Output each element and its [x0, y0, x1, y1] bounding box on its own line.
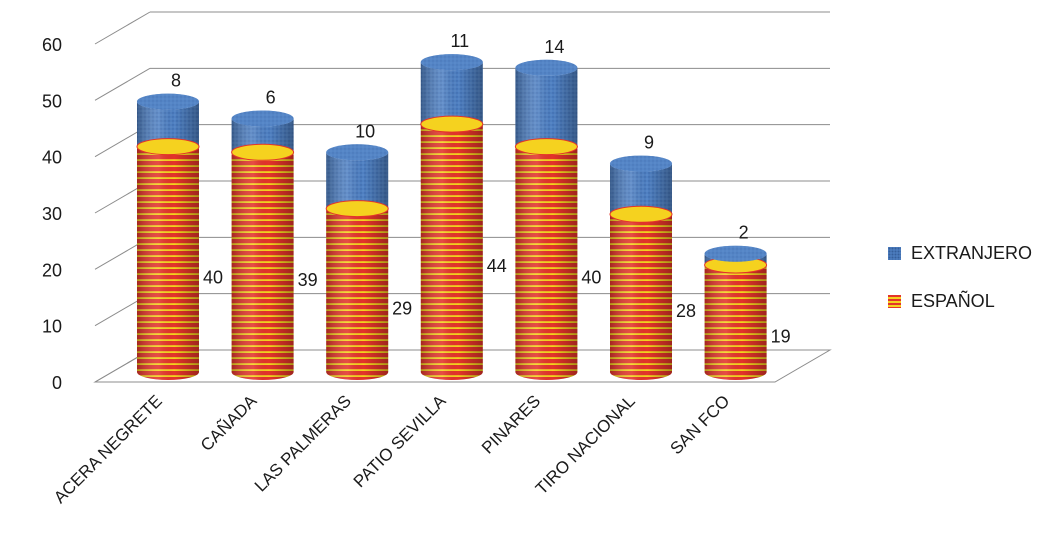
- value-label-extranjero-las-palmeras: 10: [355, 121, 375, 141]
- y-tick-label-60: 60: [42, 35, 62, 55]
- y-tick-label-10: 10: [42, 317, 62, 337]
- legend-item-extranjero: EXTRANJERO: [888, 240, 1032, 266]
- value-label-espanol-patio-sevilla: 44: [487, 256, 507, 276]
- gridline-side-60: [94, 11, 151, 45]
- bar-joint-las-palmeras: [325, 200, 389, 218]
- y-axis: 0 10 20 30 40 50 60: [42, 35, 62, 393]
- bar-extranjero-patio-sevilla: [420, 62, 483, 133]
- value-label-extranjero-san-fco: 2: [739, 223, 749, 243]
- bar-espanol-patio-sevilla: [420, 124, 483, 380]
- bar-top-texture-patio-sevilla: [420, 54, 483, 71]
- bar-joint-canada: [231, 143, 295, 161]
- legend-label-espanol: ESPAÑOL: [911, 290, 995, 311]
- bar-espanol-pinares: [515, 146, 578, 380]
- bar-extranjero-patio-sevilla-shading: [420, 62, 483, 133]
- x-tick-label-acera-negrete: ACERA NEGRETE: [50, 391, 166, 507]
- x-tick-label-pinares: PINARES: [478, 391, 544, 457]
- bar-espanol-san-fco-shading: [704, 264, 767, 380]
- bar-top-texture-tiro-nacional: [610, 155, 672, 172]
- value-label-espanol-las-palmeras: 29: [392, 298, 412, 318]
- value-label-espanol-tiro-nacional: 28: [676, 301, 696, 321]
- bar-espanol-canada-shading: [231, 152, 294, 380]
- x-tick-label-canada: CAÑADA: [197, 391, 261, 455]
- data-labels: 40 8 39 6 29 10 44 11 40 14 28 9 19 2: [171, 31, 791, 346]
- bar-series: [136, 54, 768, 380]
- y-tick-label-50: 50: [42, 91, 62, 111]
- bar-espanol-pinares-shading: [515, 146, 578, 380]
- bar-espanol-las-palmeras-shading: [326, 208, 389, 380]
- bar-extranjero-las-palmeras-shading: [326, 152, 389, 217]
- value-label-espanol-acera-negrete: 40: [203, 267, 223, 287]
- legend-label-extranjero: EXTRANJERO: [911, 242, 1033, 263]
- value-label-extranjero-tiro-nacional: 9: [644, 133, 654, 153]
- bar-espanol-acera-negrete: [137, 146, 199, 380]
- y-tick-label-30: 30: [42, 204, 62, 224]
- value-label-espanol-canada: 39: [298, 270, 318, 290]
- bar-espanol-las-palmeras: [326, 208, 389, 380]
- gridline-side-50: [94, 67, 151, 101]
- bar-joint-pinares: [514, 138, 578, 156]
- value-label-extranjero-patio-sevilla: 11: [450, 31, 469, 51]
- bar-espanol-acera-negrete-shading: [137, 146, 199, 380]
- x-tick-label-tiro-nacional: TIRO NACIONAL: [532, 391, 639, 498]
- legend: EXTRANJERO ESPAÑOL: [888, 240, 1032, 336]
- value-label-espanol-san-fco: 19: [771, 326, 791, 346]
- bar-top-texture-acera-negrete: [137, 93, 199, 110]
- x-tick-label-san-fco: SAN FCO: [667, 391, 734, 458]
- bar-espanol-patio-sevilla-shading: [420, 124, 483, 380]
- bar-espanol-canada: [231, 152, 294, 380]
- bar-espanol-tiro-nacional: [610, 214, 672, 380]
- bar-joint-tiro-nacional: [609, 205, 673, 223]
- bar-top-texture-canada: [231, 110, 294, 127]
- y-tick-label-20: 20: [42, 260, 62, 280]
- bar-joint-acera-negrete: [136, 138, 200, 156]
- value-label-extranjero-pinares: 14: [544, 37, 564, 57]
- bar-extranjero-pinares: [515, 67, 578, 155]
- value-label-espanol-pinares: 40: [581, 267, 601, 287]
- floor: [93, 349, 832, 383]
- value-label-extranjero-canada: 6: [266, 88, 276, 108]
- bar-top-texture-las-palmeras: [326, 144, 389, 161]
- legend-swatch-espanol: [888, 294, 901, 308]
- legend-swatch-extranjero: [888, 246, 901, 260]
- bar-extranjero-las-palmeras: [326, 152, 389, 217]
- bar-top-texture-pinares: [515, 59, 578, 76]
- bar-espanol-tiro-nacional-shading: [610, 214, 672, 380]
- x-tick-label-las-palmeras: LAS PALMERAS: [251, 391, 355, 495]
- bar-joint-patio-sevilla: [420, 115, 484, 133]
- legend-item-espanol: ESPAÑOL: [888, 288, 1032, 314]
- bar-top-texture-san-fco: [704, 245, 767, 262]
- bar-extranjero-pinares-shading: [515, 67, 578, 155]
- value-label-extranjero-acera-negrete: 8: [171, 71, 181, 91]
- bar-espanol-san-fco: [704, 264, 767, 380]
- x-tick-label-patio-sevilla: PATIO SEVILLA: [350, 391, 450, 491]
- y-tick-label-40: 40: [42, 148, 62, 168]
- y-tick-label-0: 0: [52, 373, 62, 393]
